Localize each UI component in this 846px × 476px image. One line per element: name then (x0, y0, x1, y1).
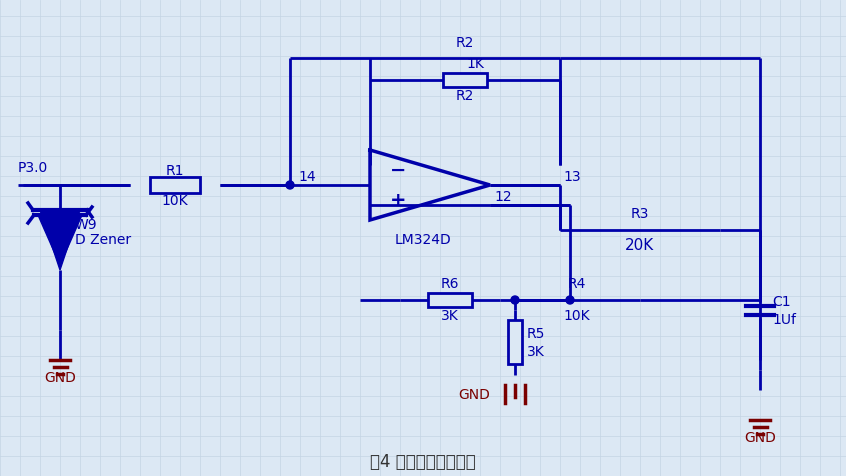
Text: 12: 12 (494, 190, 512, 204)
Bar (150, 177, 200, 193)
Text: 20K: 20K (625, 238, 655, 254)
Text: GND: GND (459, 388, 490, 402)
Text: 10K: 10K (563, 309, 591, 323)
Text: R2: R2 (456, 36, 475, 50)
Text: 13: 13 (563, 170, 580, 184)
Bar (508, 320, 522, 364)
Text: −: − (390, 160, 406, 179)
Bar (443, 73, 487, 87)
Circle shape (286, 181, 294, 189)
Text: R6: R6 (441, 277, 459, 291)
Text: GND: GND (744, 431, 776, 445)
Bar (428, 293, 472, 307)
Circle shape (566, 296, 574, 304)
Text: 1K: 1K (466, 57, 484, 71)
Circle shape (511, 296, 519, 304)
Text: D Zener: D Zener (75, 233, 131, 247)
Text: 3K: 3K (527, 345, 545, 359)
Text: R5: R5 (527, 327, 546, 341)
Text: 10K: 10K (162, 194, 189, 208)
Polygon shape (40, 210, 80, 270)
Text: LM324D: LM324D (395, 233, 452, 247)
Text: W9: W9 (75, 218, 97, 232)
Text: 1Uf: 1Uf (772, 313, 796, 327)
Polygon shape (38, 215, 82, 265)
Text: 14: 14 (298, 170, 316, 184)
Text: 3K: 3K (441, 309, 459, 323)
Text: R2: R2 (456, 89, 475, 103)
Text: P3.0: P3.0 (18, 161, 48, 175)
Text: R3: R3 (631, 207, 649, 221)
Text: +: + (390, 190, 406, 209)
Text: R1: R1 (166, 164, 184, 178)
Text: GND: GND (44, 371, 76, 385)
Text: R4: R4 (568, 277, 586, 291)
Text: C1: C1 (772, 295, 791, 309)
Text: 图4 电压信号采集电路: 图4 电压信号采集电路 (371, 453, 475, 471)
